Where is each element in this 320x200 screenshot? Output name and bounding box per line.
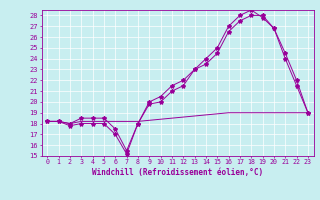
X-axis label: Windchill (Refroidissement éolien,°C): Windchill (Refroidissement éolien,°C) bbox=[92, 168, 263, 177]
